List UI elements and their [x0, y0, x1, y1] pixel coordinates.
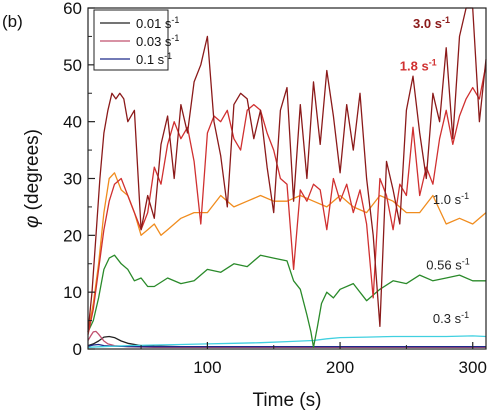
series-line-s18 [87, 64, 487, 335]
legend-box [93, 9, 169, 71]
series-line-s03 [87, 335, 487, 348]
y-axis-label-symbol: φ [22, 216, 43, 228]
series-annotation: 0.56 s-1 [426, 256, 469, 272]
y-tick-label: 20 [63, 226, 82, 245]
y-axis-label: φ (degrees) [22, 129, 43, 228]
x-tick-label: 300 [459, 358, 487, 377]
x-axis-label: Time (s) [253, 390, 322, 411]
series-annotation: 3.0 s-1 [413, 15, 450, 31]
series-annotation: 1.0 s-1 [433, 191, 469, 207]
y-tick-label: 40 [63, 113, 82, 132]
series-line-s056 [87, 254, 486, 348]
series-line-s30 [87, 7, 487, 332]
x-tick-label: 200 [326, 358, 354, 377]
series-line-s10 [87, 172, 487, 333]
series-annotation: 0.3 s-1 [433, 310, 469, 326]
y-tick-label: 0 [73, 340, 82, 359]
y-tick-label: 30 [63, 170, 82, 189]
legend: 0.01 s-1 0.03 s-1 0.1 s-1 [93, 9, 179, 71]
y-axis-label-text: (degrees) [22, 129, 43, 216]
legend-entry: 0.03 s-1 [136, 33, 179, 49]
y-tick-label: 60 [63, 0, 82, 18]
panel-label: (b) [2, 12, 23, 31]
x-tick-label: 100 [193, 358, 221, 377]
series-annotation: 1.8 s-1 [400, 58, 437, 74]
legend-entry: 0.1 s-1 [136, 51, 172, 67]
legend-entry: 0.01 s-1 [136, 15, 179, 31]
y-tick-label: 10 [63, 283, 82, 302]
y-tick-label: 50 [63, 56, 82, 75]
